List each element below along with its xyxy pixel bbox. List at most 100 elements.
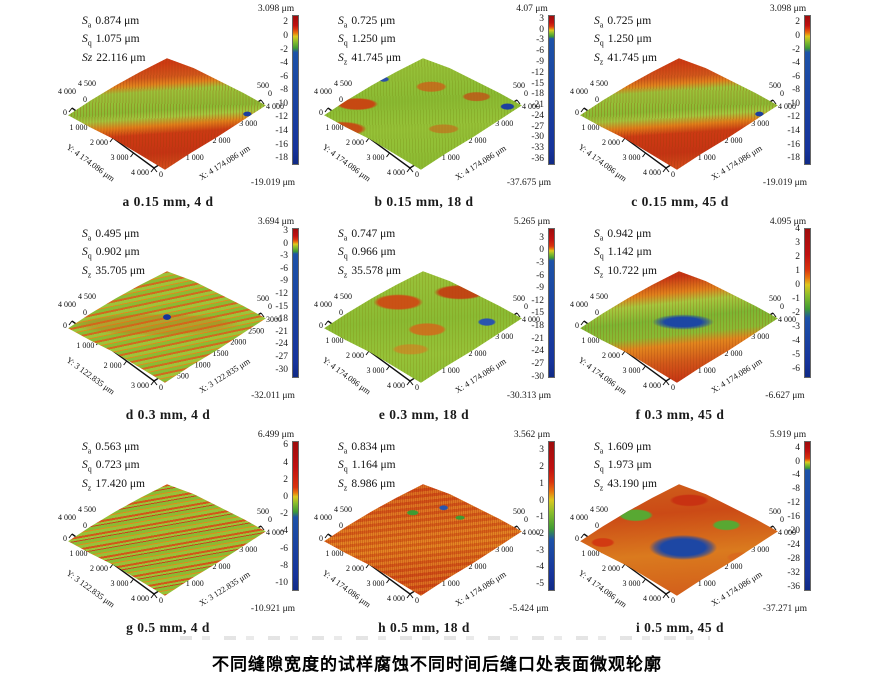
colorbar-tick-label: -9 bbox=[280, 276, 288, 287]
stat-value: 1.250 μm bbox=[351, 33, 396, 46]
stat-symbol-subscript: z bbox=[343, 482, 348, 492]
colorbar-tick-label: 1 bbox=[795, 266, 800, 277]
colorbar-tick-label: -6 bbox=[280, 543, 288, 554]
stat-symbol-subscript: z bbox=[343, 269, 348, 279]
x-tick-label: 0 bbox=[671, 170, 675, 179]
x-tick-label: 3 000 bbox=[495, 545, 513, 554]
colorbar-tick-label: 0 bbox=[283, 31, 288, 41]
y-tick-label: 3 000 bbox=[623, 153, 641, 162]
colorbar-max-label: 3.562 μm bbox=[513, 430, 551, 440]
y-tick-label: 3 000 bbox=[367, 366, 385, 375]
colorbar-tick-label: -36 bbox=[531, 154, 544, 164]
stat-symbol-subscript: z bbox=[343, 56, 348, 66]
colorbar: 6.499 μm 6 4 2 0 -2 -4 -6 -8 -10 -10.921 μm bbox=[244, 430, 308, 614]
colorbar-tick-label: -4 bbox=[792, 58, 800, 69]
roughness-stats: Sa 0.725 μm Sq 1.250 μm Sz 41.745 μm bbox=[594, 14, 657, 69]
colorbar-tick-label: -12 bbox=[787, 112, 800, 123]
roughness-stats: Sa 0.725 μm Sq 1.250 μm Sz 41.745 μm bbox=[338, 14, 401, 69]
stat-value: 0.723 μm bbox=[95, 459, 140, 472]
stat-symbol-subscript: a bbox=[599, 233, 604, 243]
back-tick-label: 4 500 bbox=[334, 292, 352, 301]
stat-line: Sq 1.973 μm bbox=[594, 458, 657, 476]
x-tick-label: 3 000 bbox=[751, 545, 769, 554]
colorbar-scale: 4 3 2 1 0 -1 -2 -3 -4 -5 -6 bbox=[756, 224, 820, 378]
y-tick-label: 2 000 bbox=[346, 138, 364, 147]
roughness-stats: Sa 0.495 μm Sq 0.902 μm Sz 35.705 μm bbox=[82, 227, 145, 282]
stat-line: Sz 8.986 μm bbox=[338, 477, 396, 495]
back-tick-label: 0 bbox=[268, 89, 272, 98]
stat-symbol: S bbox=[82, 264, 88, 277]
colorbar-tick-label: -18 bbox=[531, 321, 544, 332]
back-tick-label: 0 bbox=[595, 95, 599, 104]
colorbar-min-label: -10.921 μm bbox=[250, 604, 296, 614]
x-tick-label: 3 000 bbox=[239, 545, 257, 554]
y-tick-label: 0 bbox=[575, 108, 579, 117]
stat-value: 17.420 μm bbox=[95, 477, 145, 490]
stat-symbol: S bbox=[338, 459, 344, 472]
axis-tick-mark bbox=[386, 152, 390, 158]
axis-tick-mark bbox=[662, 167, 667, 173]
stat-line: Sz 41.745 μm bbox=[594, 51, 657, 69]
colorbar-tick-label: -2 bbox=[792, 44, 800, 55]
colorbar-tick-label: 2 bbox=[283, 17, 288, 28]
colorbar-min-label: -37.271 μm bbox=[762, 604, 808, 614]
colorbar-tick-label: -32 bbox=[787, 567, 800, 578]
colorbar-scale: 2 0 -2 -4 -6 -8 -10 -12 -14 -16 -18 bbox=[756, 15, 820, 165]
colorbar-tick-label: 0 bbox=[283, 238, 288, 249]
axis-tick-mark bbox=[153, 380, 158, 386]
subplot-a: Sa 0.874 μm Sq 1.075 μm Sz 22.116 μm 0 1 000 2 0… bbox=[56, 4, 308, 216]
subplot-e: Sa 0.747 μm Sq 0.966 μm Sz 35.578 μm 0 1 000 2 0… bbox=[312, 217, 564, 429]
stat-symbol: S bbox=[338, 51, 344, 64]
y-tick-label: 4 000 bbox=[131, 594, 149, 603]
stat-line: Sz 17.420 μm bbox=[82, 477, 145, 495]
colorbar-max-label: 6.499 μm bbox=[257, 430, 295, 440]
y-tick-label: 1 000 bbox=[326, 549, 344, 558]
axis-tick-mark bbox=[68, 107, 73, 113]
back-tick-label: 500 bbox=[769, 507, 781, 516]
back-tick-label: 500 bbox=[257, 81, 269, 90]
colorbar-max-label: 4.095 μm bbox=[769, 217, 807, 227]
stat-symbol-subscript: z bbox=[599, 269, 604, 279]
x-tick-label: 0 bbox=[671, 383, 675, 392]
stat-value: 10.722 μm bbox=[607, 264, 657, 277]
colorbar-tick-label: -21 bbox=[275, 326, 288, 337]
axis-tick-mark bbox=[260, 525, 265, 531]
colorbar-tick-label: -10 bbox=[275, 98, 288, 109]
colorbar-tick-label: 0 bbox=[795, 31, 800, 41]
back-tick-label: 4 000 bbox=[314, 87, 332, 96]
back-tick-label: 4 000 bbox=[58, 513, 76, 522]
y-tick-label: 0 bbox=[575, 534, 579, 543]
stat-symbol-subscript: q bbox=[599, 38, 604, 48]
x-tick-label: 4 000 bbox=[522, 102, 540, 111]
colorbar-tick-label: -3 bbox=[280, 251, 288, 262]
colorbar: 3.562 μm 3 2 1 0 -1 -2 -3 -4 -5 -5.424 μm bbox=[500, 430, 564, 614]
colorbar-tick-label: -16 bbox=[787, 512, 800, 523]
back-tick-label: 0 bbox=[595, 308, 599, 317]
colorbar-tick-label: -5 bbox=[792, 350, 800, 361]
stat-line: Sa 0.942 μm bbox=[594, 227, 657, 245]
axis-tick-mark bbox=[68, 533, 73, 539]
colorbar-gradient bbox=[548, 228, 555, 378]
colorbar-tick-label: -3 bbox=[536, 35, 544, 46]
stat-line: Sq 0.723 μm bbox=[82, 458, 145, 476]
stat-symbol-subscript: z bbox=[87, 269, 92, 279]
colorbar: 3.694 μm 3 0 -3 -6 -9 -12 -15 -18 -21 -24 -27 -30 -32… bbox=[244, 217, 308, 401]
colorbar-tick-label: -12 bbox=[531, 67, 544, 78]
stat-symbol: S bbox=[338, 441, 344, 453]
stat-symbol-subscript: a bbox=[343, 233, 348, 243]
colorbar-min-label: -6.627 μm bbox=[765, 391, 805, 401]
stat-symbol: S bbox=[338, 228, 344, 240]
colorbar-tick-label: -18 bbox=[275, 314, 288, 325]
colorbar-tick-label: -4 bbox=[280, 58, 288, 69]
x-tick-label: 1 000 bbox=[186, 153, 204, 162]
colorbar-tick-label: -3 bbox=[792, 322, 800, 333]
subplot-caption: h 0.5 mm, 18 d bbox=[378, 620, 470, 635]
colorbar-tick-label: 3 bbox=[539, 445, 544, 456]
colorbar-tick-label: -8 bbox=[792, 484, 800, 495]
colorbar-tick-label: -4 bbox=[792, 336, 800, 347]
